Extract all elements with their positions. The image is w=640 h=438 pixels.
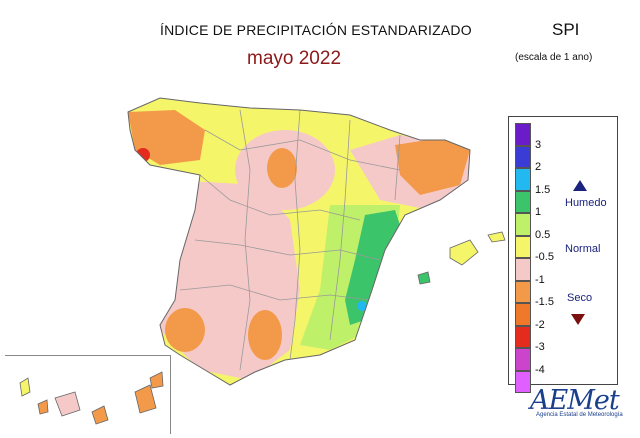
triangle-down-icon — [571, 314, 585, 325]
aemet-logo: AEMet Agencia Estatal de Meteorología — [530, 385, 626, 431]
legend-tick-label: 3 — [535, 138, 542, 151]
province-borders — [179, 109, 401, 371]
legend-swatch — [515, 280, 531, 303]
legend-tick-label: 2 — [535, 161, 542, 173]
very-wet-spot — [357, 301, 367, 311]
dry-spot-huelva — [165, 308, 205, 352]
legend-tick-label: -4 — [535, 363, 545, 376]
peninsula — [127, 97, 471, 386]
very-dry-spot — [136, 148, 150, 162]
dry-label: Seco — [567, 292, 593, 304]
normal-label: Normal — [565, 243, 601, 255]
legend-swatch — [515, 168, 531, 191]
triangle-up-icon — [573, 180, 587, 191]
legend-swatch — [515, 370, 531, 393]
dry-spot-andalusia — [248, 310, 282, 360]
legend-tick-label: -3 — [535, 341, 545, 353]
legend-tick-label: 1 — [535, 206, 542, 218]
legend-swatch — [515, 325, 531, 348]
legend-tick-label: -0.5 — [535, 251, 554, 263]
legend-swatch — [515, 145, 531, 168]
legend-tick-label: -2 — [535, 318, 545, 331]
legend-swatch — [515, 123, 531, 146]
legend-swatch — [515, 213, 531, 236]
wet-label: Humedo — [565, 197, 607, 209]
balearic-islands — [417, 231, 506, 285]
dry-spot-castilla — [267, 148, 297, 188]
legend-tick-label: -1 — [535, 273, 545, 286]
legend-tick-label: 1.5 — [535, 183, 551, 196]
map-title: ÍNDICE DE PRECIPITACIÓN ESTANDARIZADO — [160, 22, 472, 38]
scale-note: (escala de 1 ano) — [515, 52, 593, 63]
legend-swatch — [515, 303, 531, 326]
legend: 3 2 1.5 1 0.5 -0.5 -1 -1.5 -2 -3 -4 Humedo Normal … — [508, 116, 618, 393]
logo-tagline: Agencia Estatal de Meteorología — [536, 412, 623, 418]
dry-zone-catalonia — [395, 138, 470, 195]
legend-swatch — [515, 348, 531, 371]
map-period: mayo 2022 — [247, 48, 342, 69]
legend-swatch — [515, 258, 531, 281]
logo-wordmark: AEMet — [530, 385, 620, 416]
index-label: SPI — [552, 20, 580, 39]
legend-swatch — [515, 190, 531, 213]
canary-islands — [19, 371, 164, 425]
canary-inset-frame — [5, 355, 171, 434]
legend-tick-label: 0.5 — [535, 228, 551, 241]
wet-zone-valencia — [345, 210, 400, 325]
legend-tick-label: -1.5 — [535, 296, 554, 308]
legend-swatch — [515, 235, 531, 258]
